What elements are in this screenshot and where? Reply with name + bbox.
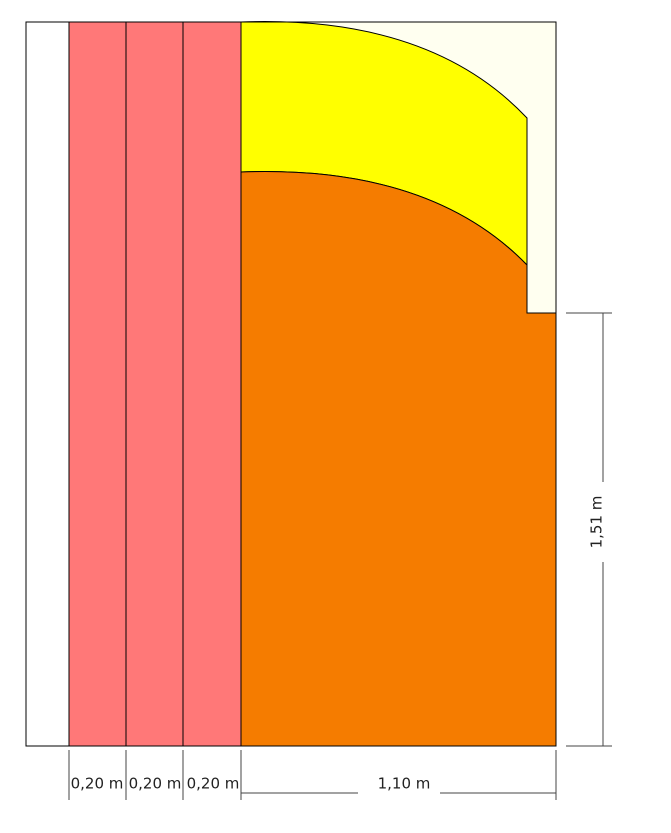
outline (25, 21, 557, 747)
horizontal-dimension: 0,20 m 0,20 m 0,20 m 1,10 m (68, 750, 557, 800)
dim-label: 0,20 m (71, 775, 124, 793)
dim-label: 0,20 m (187, 775, 240, 793)
orange-region (240, 171, 557, 747)
layer-2 (125, 21, 184, 747)
dim-label: 1,10 m (378, 775, 431, 793)
dim-label: 0,20 m (129, 775, 182, 793)
vertical-dimension: 1,51 m (566, 312, 612, 747)
layer-3 (182, 21, 242, 747)
layer-1 (68, 21, 127, 747)
dim-label: 1,51 m (588, 496, 606, 549)
